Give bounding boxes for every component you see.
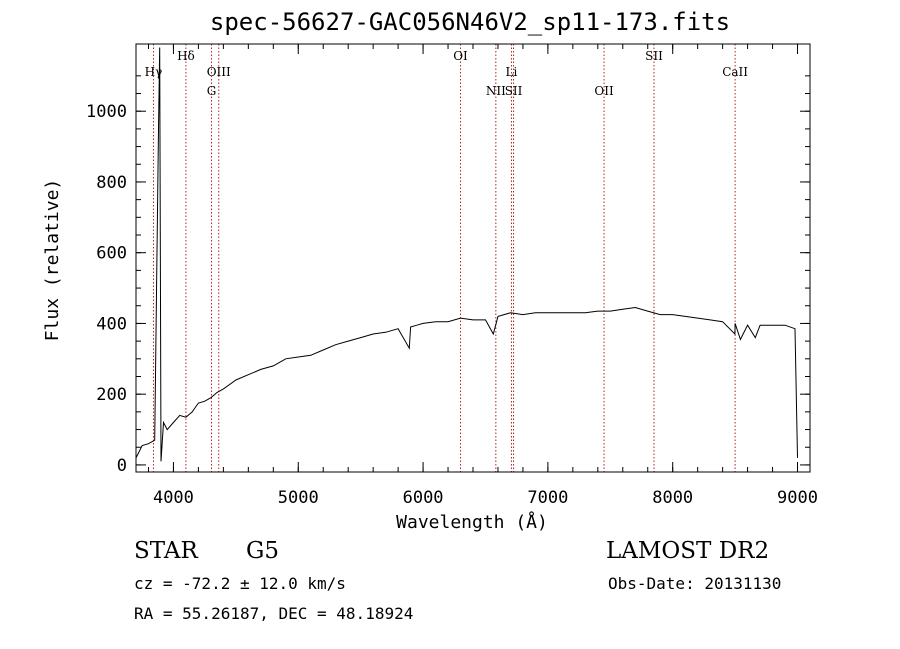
y-tick-label: 0 [117, 456, 127, 476]
line-marker-label: Hγ [145, 65, 163, 79]
object-subclass-label: G5 [246, 538, 280, 564]
x-tick-label: 7000 [527, 488, 568, 508]
spectrum-series [135, 47, 798, 462]
line-marker-label: SII [505, 84, 523, 98]
axes-frame [135, 43, 811, 473]
y-axis-label: Flux (relative) [42, 179, 63, 342]
line-marker-label: OIII [207, 65, 231, 79]
y-tick-label: 1000 [86, 102, 127, 122]
y-tick-label: 800 [96, 173, 127, 193]
line-marker-label: SII [645, 49, 663, 63]
spectrum-line-0 [135, 47, 798, 462]
line-marker-label: NII [486, 84, 506, 98]
coordinates-text: RA = 55.26187, DEC = 48.18924 [134, 604, 414, 623]
x-tick-label: 6000 [403, 488, 444, 508]
axis-ticks: 4000 5000 6000 7000 8000 9000 0 200 400 600 800 100… [86, 44, 818, 508]
x-axis-label: Wavelength (Å) [396, 511, 548, 533]
line-marker-label: OI [453, 49, 468, 63]
y-tick-label: 600 [96, 244, 127, 264]
x-tick-label: 4000 [153, 488, 194, 508]
observation-date-text: Obs-Date: 20131130 [608, 574, 782, 593]
plot-frame [135, 43, 811, 473]
object-class-label: STAR [134, 538, 198, 564]
chart-title: spec-56627-GAC056N46V2_sp11-173.fits [209, 8, 731, 36]
line-marker-label: Hδ [177, 49, 195, 63]
y-tick-label: 400 [96, 314, 127, 334]
line-marker-label: OII [594, 84, 614, 98]
x-tick-label: 8000 [652, 488, 693, 508]
x-tick-label: 5000 [278, 488, 319, 508]
line-marker-label: G [207, 84, 217, 98]
survey-label: LAMOST DR2 [606, 538, 770, 564]
x-tick-label: 9000 [777, 488, 818, 508]
redshift-text: cz = -72.2 ± 12.0 km/s [134, 574, 346, 593]
y-tick-label: 200 [96, 385, 127, 405]
line-marker-label: Li [506, 65, 518, 79]
line-marker-label: CaII [722, 65, 748, 79]
